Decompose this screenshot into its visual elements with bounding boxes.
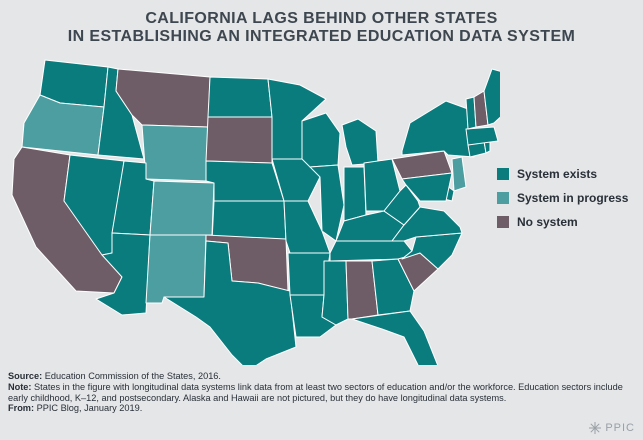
legend-item-exists: System exists xyxy=(497,162,628,186)
from-line: From: PPIC Blog, January 2019. xyxy=(8,403,143,414)
us-map xyxy=(11,59,500,365)
footer-notes: Source: Education Commission of the Stat… xyxy=(8,371,628,414)
legend-swatch-in-progress xyxy=(497,192,509,204)
state-wv xyxy=(383,184,421,226)
legend-item-no-system: No system xyxy=(497,210,628,234)
state-tx xyxy=(163,240,297,365)
legend-swatch-exists xyxy=(497,168,509,180)
starburst-icon xyxy=(589,422,602,434)
state-me xyxy=(483,68,500,126)
state-wy xyxy=(141,124,209,182)
state-tn xyxy=(329,240,413,262)
state-ny xyxy=(401,100,475,158)
map-title: CALIFORNIA LAGS BEHIND OTHER STATES IN E… xyxy=(0,10,643,46)
state-nc xyxy=(401,232,463,270)
source-line: Source: Education Commission of the Stat… xyxy=(8,371,221,381)
state-nd xyxy=(207,76,273,118)
title-line-2: IN ESTABLISHING AN INTEGRATED EDUCATION … xyxy=(67,28,576,45)
state-wi xyxy=(301,112,341,168)
legend-swatch-no-system xyxy=(497,216,509,228)
legend: System exists System in progress No syst… xyxy=(497,162,628,234)
legend-label-no-system: No system xyxy=(517,215,578,229)
state-ma xyxy=(465,126,499,146)
ppic-logo: PPIC xyxy=(589,422,635,434)
state-co xyxy=(149,180,215,236)
state-ne xyxy=(205,160,285,202)
state-nj xyxy=(451,156,467,192)
state-ks xyxy=(211,200,287,242)
state-nm xyxy=(145,234,207,304)
title-line-1: CALIFORNIA LAGS BEHIND OTHER STATES xyxy=(145,10,498,27)
legend-label-in-progress: System in progress xyxy=(517,191,629,205)
state-md xyxy=(401,172,453,202)
state-ga xyxy=(371,258,415,316)
state-fl xyxy=(351,310,439,365)
legend-item-in-progress: System in progress xyxy=(497,186,628,210)
state-sd xyxy=(205,116,273,164)
state-ms xyxy=(321,260,349,326)
logo-text: PPIC xyxy=(605,422,635,434)
state-mi xyxy=(341,118,379,166)
legend-label-exists: System exists xyxy=(517,167,598,181)
state-in xyxy=(343,166,367,222)
note-line: Note: States in the figure with longitud… xyxy=(8,381,623,403)
